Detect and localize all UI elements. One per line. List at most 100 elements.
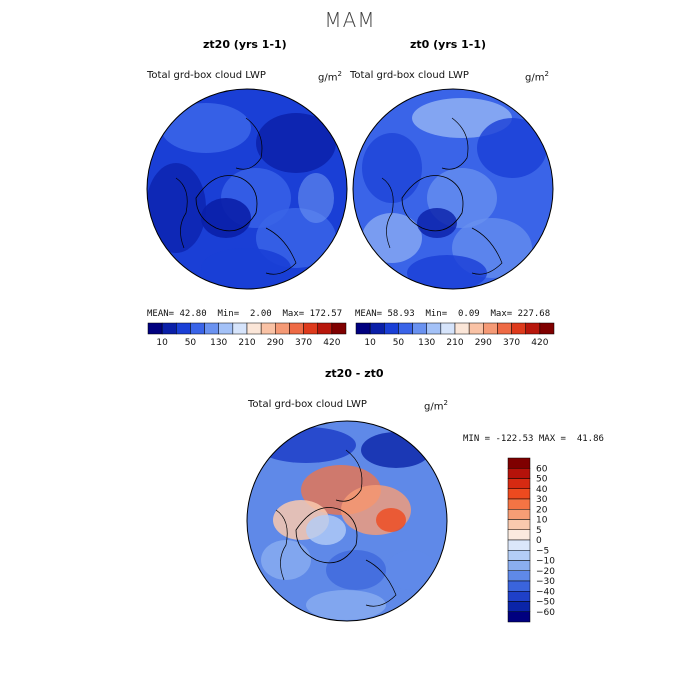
panel3-units: g/m2 (424, 399, 448, 412)
panel2-colorbar-swatch (497, 322, 512, 335)
panel1-min-label: Min= (217, 309, 240, 319)
panel3-field-patch (326, 550, 386, 590)
panel1-colorbar-tick-label: 290 (267, 338, 284, 348)
panel2-coastline (471, 227, 503, 275)
panel1-colorbar-swatch (246, 322, 262, 335)
panel1-colorbar-swatch (147, 322, 163, 335)
panel2-colorbar-swatch (454, 322, 470, 335)
panel3-colorbar-tick-label: −20 (536, 567, 555, 577)
panel3-units-base: g/m (424, 401, 444, 413)
panel3-polar-map (246, 420, 448, 622)
panel2-colorbar-swatch (539, 322, 555, 335)
panel3-coastline (365, 559, 397, 607)
panel3-colorbar-swatch (507, 509, 531, 520)
panel3-colorbar-swatch (507, 560, 531, 571)
panel2-polar-map (352, 88, 554, 290)
panel1-mean-value: 42.80 (179, 309, 207, 319)
panel1-colorbar-swatch (331, 322, 347, 335)
panel2-field-patch (362, 213, 422, 263)
panel1-colorbar-swatch (218, 322, 234, 335)
panel2-colorbar-tick-label: 50 (393, 338, 405, 348)
panel3-colorbar-swatch (507, 539, 531, 551)
panel3-colorbar-tick-label: 5 (536, 526, 542, 536)
panel3-colorbar-tick-label: 20 (536, 505, 548, 515)
panel3-colorbar-swatch (507, 468, 531, 479)
panel1-field-patch (161, 103, 251, 153)
panel3-colorbar-swatch (507, 591, 531, 602)
panel3-map-border (246, 420, 448, 622)
panel2-colorbar-swatch (440, 322, 456, 335)
panel1-field-patch (201, 248, 291, 288)
panel2-coastline (441, 117, 469, 170)
panel3-stats: MIN = -122.53 MAX = 41.86 (463, 434, 604, 444)
panel1-colorbar-swatch (289, 322, 304, 335)
panel3-variable-label: Total grd-box cloud LWP (248, 399, 367, 410)
panel3-title: zt20 - zt0 (325, 367, 384, 380)
panel2-field-patch (417, 208, 457, 238)
panel3-colorbar-swatch (507, 570, 531, 582)
panel3-field-patch (306, 515, 346, 545)
panel1-colorbar-swatch (317, 322, 333, 335)
panel3-colorbar-swatch (507, 580, 531, 592)
panel2-colorbar-tick-label: 370 (503, 338, 520, 348)
panel2-colorbar-tick-label: 10 (364, 338, 376, 348)
panel1-coastline (195, 175, 258, 232)
panel2-units-base: g/m (525, 72, 545, 84)
panel2-colorbar: 1050130210290370420460 (355, 322, 555, 348)
panel1-mean-label: MEAN= (147, 309, 175, 319)
panel1-title: zt20 (yrs 1-1) (203, 38, 287, 51)
panel1-field-patch (147, 163, 206, 253)
panel1-colorbar-swatch (190, 322, 205, 335)
panel1-polar-map (146, 88, 348, 290)
panel3-field-patch (361, 432, 431, 468)
panel2-field-patch (477, 118, 547, 178)
panel1-colorbar-swatch (303, 322, 318, 335)
panel3-colorbar-swatch (507, 498, 531, 510)
panel1-colorbar-tick-label: 370 (295, 338, 312, 348)
panel3-colorbar-swatch (507, 519, 531, 530)
panel2-colorbar-swatch (398, 322, 413, 335)
panel1-max-value: 172.57 (309, 309, 343, 319)
panel1-field-patch (201, 198, 251, 238)
panel1-colorbar-tick-label: 10 (156, 338, 168, 348)
panel2-stats: MEAN= 58.93 Min= 0.09 Max= 227.68 (355, 309, 550, 319)
panel3-field-patch (261, 540, 311, 580)
panel3-colorbar-tick-label: −30 (536, 577, 555, 587)
panel2-colorbar-tick-label: 210 (446, 338, 463, 348)
panel3-colorbar-swatch (507, 478, 531, 489)
panel3-colorbar-tick-label: −5 (536, 546, 549, 556)
panel1-min-value: 2.00 (249, 309, 272, 319)
panel3-min-value: -122.53 (495, 434, 534, 444)
panel1-field-patch (298, 173, 334, 223)
panel1-coastline (265, 227, 297, 275)
panel3-colorbar-swatch (507, 611, 531, 623)
panel1-colorbar-swatch (260, 322, 276, 335)
panel1-coastline (175, 177, 188, 249)
panel2-colorbar-tick-label: 130 (418, 338, 435, 348)
panel3-field-patch (376, 508, 406, 532)
panel2-mean-value: 58.93 (387, 309, 415, 319)
panel3-colorbar-tick-label: −50 (536, 598, 555, 608)
panel2-colorbar-swatch (511, 322, 526, 335)
panel3-colorbar-tick-label: −10 (536, 557, 555, 567)
panel2-colorbar-swatch (426, 322, 442, 335)
panel1-units-exp: 2 (337, 70, 342, 78)
panel2-max-value: 227.68 (517, 309, 551, 319)
panel3-max-label: MAX = (538, 434, 566, 444)
panel3-colorbar-tick-label: 40 (536, 485, 548, 495)
panel3-coastline (275, 509, 288, 581)
panel1-colorbar-swatch (161, 322, 177, 335)
panel2-mean-label: MEAN= (355, 309, 383, 319)
panel1-max-label: Max= (282, 309, 305, 319)
panel1-colorbar-tick-label: 50 (185, 338, 197, 348)
panel3-colorbar-swatch (507, 529, 531, 541)
panel3-min-label: MIN = (463, 434, 491, 444)
panel1-map-border (146, 88, 348, 290)
panel1-colorbar-swatch (275, 322, 290, 335)
panel2-units: g/m2 (525, 70, 549, 83)
panel1-field-patch (256, 113, 336, 173)
panel3-colorbar-tick-label: −60 (536, 608, 555, 618)
panel2-field-patch (407, 255, 487, 289)
panel1-colorbar-swatch (204, 322, 219, 335)
panel1-colorbar-swatch (176, 322, 191, 335)
